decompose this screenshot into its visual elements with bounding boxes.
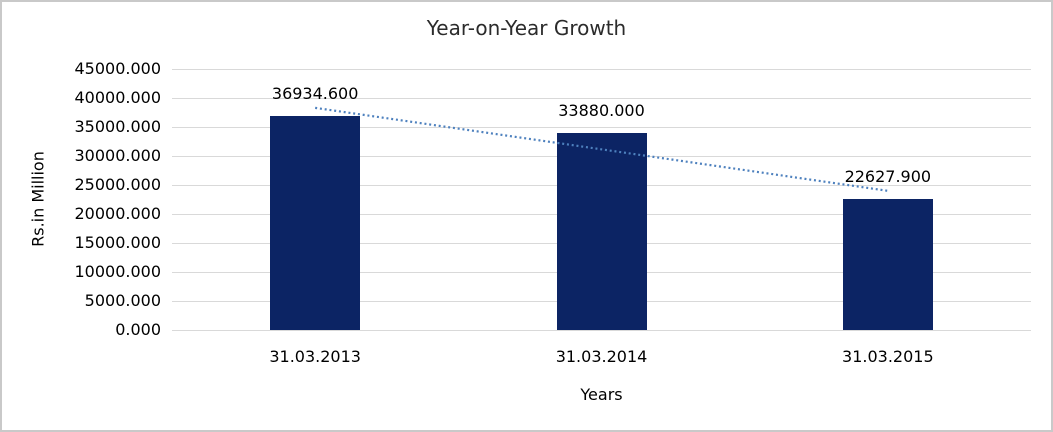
- x-axis-category-label: 31.03.2015: [842, 347, 934, 366]
- x-axis-category-label: 31.03.2014: [555, 347, 648, 366]
- bar-value-label: 36934.600: [271, 83, 359, 103]
- y-axis-tick-label: 45000.000: [74, 59, 161, 78]
- gridline: [172, 69, 1031, 70]
- y-axis-tick-label: 10000.000: [74, 262, 161, 281]
- chart-title: Year-on-Year Growth: [426, 16, 627, 40]
- gridline: [172, 98, 1031, 99]
- bar-value-label: 22627.900: [844, 166, 932, 186]
- bar: [270, 115, 361, 330]
- y-axis-tick-label: 40000.000: [74, 88, 161, 107]
- bar: [556, 133, 647, 330]
- y-axis-tick-label: 25000.000: [74, 175, 161, 194]
- x-axis-title: Years: [580, 385, 623, 404]
- y-axis-tick-label: 20000.000: [74, 204, 161, 223]
- y-axis-tick-label: 5000.000: [84, 291, 161, 310]
- x-axis-category-label: 31.03.2013: [269, 347, 361, 366]
- bar-value-label: 33880.000: [558, 101, 645, 121]
- bar: [842, 198, 933, 330]
- y-axis-tick-label: 35000.000: [74, 117, 161, 136]
- y-axis-tick-label: 0.000: [115, 320, 161, 339]
- gridline: [172, 330, 1031, 331]
- y-axis-title: Rs.in Million: [28, 151, 48, 247]
- y-axis-tick-label: 15000.000: [74, 233, 161, 252]
- y-axis-tick-label: 30000.000: [74, 146, 161, 165]
